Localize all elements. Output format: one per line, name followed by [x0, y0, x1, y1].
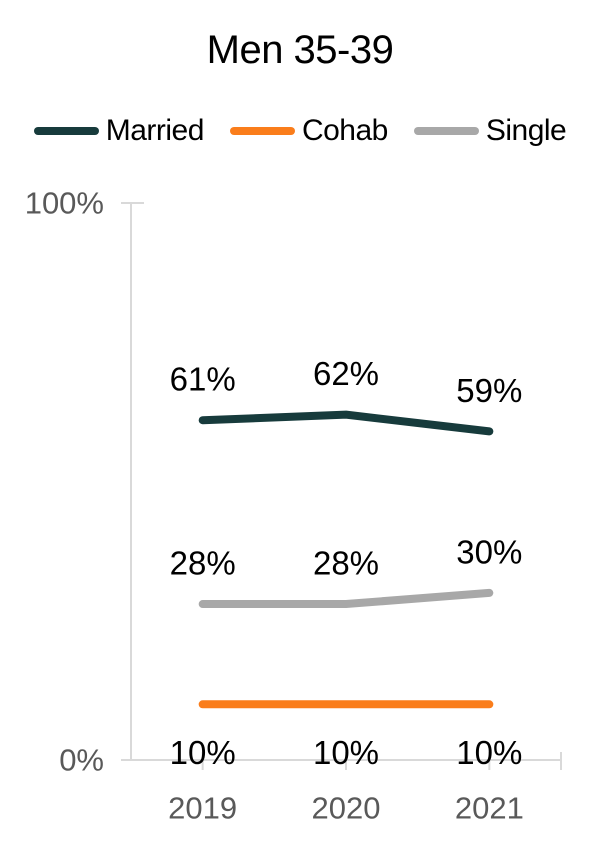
y-tick-label: 0% [59, 743, 104, 778]
legend-item-single[interactable]: Single [413, 114, 567, 148]
data-label-cohab-2021: 10% [456, 734, 522, 771]
legend-item-cohab[interactable]: Cohab [229, 114, 388, 148]
legend-swatch-single [413, 127, 479, 135]
data-label-single-2020: 28% [313, 545, 379, 582]
data-label-married-2019: 61% [170, 361, 236, 398]
series-line-married [198, 410, 494, 436]
data-label-cohab-2019: 10% [170, 734, 236, 771]
data-label-married-2020: 62% [313, 355, 379, 392]
legend-label-single: Single [485, 114, 567, 147]
x-tick-label: 2020 [312, 791, 381, 826]
legend-item-married[interactable]: Married [33, 114, 205, 148]
legend-label-cohab: Cohab [301, 114, 388, 147]
data-label-married-2021: 59% [456, 372, 522, 409]
chart-title: Men 35-39 [206, 28, 394, 72]
series-line-single [198, 588, 494, 609]
x-tick-label: 2019 [168, 791, 237, 826]
legend-label-married: Married [105, 114, 205, 147]
y-tick-label: 100% [25, 186, 104, 221]
data-label-cohab-2020: 10% [313, 734, 379, 771]
legend-swatch-married [33, 127, 99, 135]
legend: Married Cohab Single [0, 112, 600, 150]
legend-swatch-cohab [229, 127, 295, 135]
data-label-single-2019: 28% [170, 545, 236, 582]
data-label-single-2021: 30% [456, 533, 522, 570]
x-tick-label: 2021 [455, 791, 524, 826]
